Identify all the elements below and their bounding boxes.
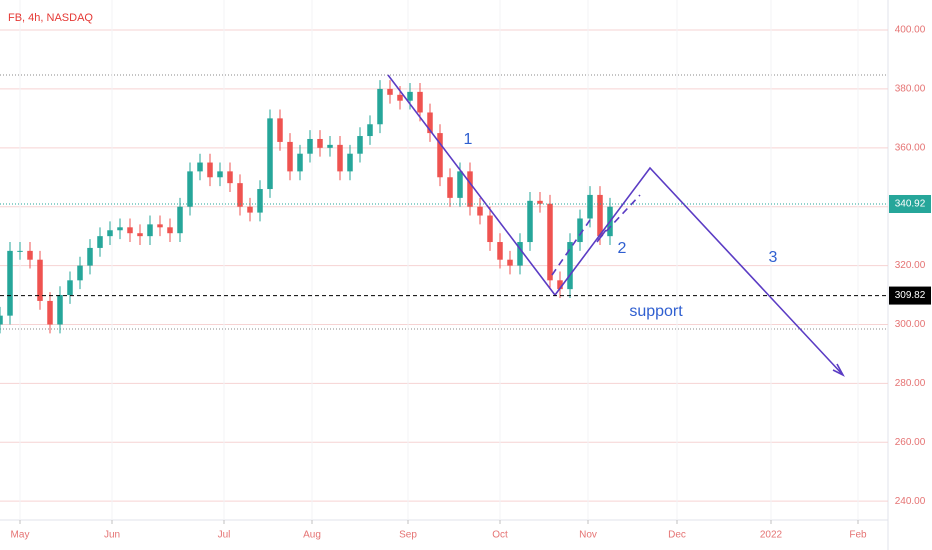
x-tick-label: Feb (849, 530, 867, 541)
candle-body (67, 280, 73, 296)
x-tick-label: May (11, 530, 30, 541)
candle-body (187, 171, 193, 207)
candle-body (257, 189, 263, 213)
y-tick-label: 360.00 (895, 142, 926, 153)
candle-body (317, 138, 323, 148)
price-label: 309.82 (895, 290, 926, 301)
candle-body (507, 259, 513, 266)
candle-body (167, 227, 173, 234)
candle-body (297, 153, 303, 172)
candle-body (97, 236, 103, 248)
candle-body (527, 200, 533, 243)
candle-body (287, 141, 293, 172)
candle-body (77, 265, 83, 281)
candle-body (517, 242, 523, 266)
x-tick-label: Jun (104, 530, 120, 541)
candle-body (367, 124, 373, 137)
x-tick-label: Oct (492, 530, 508, 541)
candle-body (587, 194, 593, 219)
candle-body (217, 171, 223, 178)
y-tick-label: 300.00 (895, 319, 926, 330)
candle-body (157, 224, 163, 228)
y-tick-label: 260.00 (895, 437, 926, 448)
y-tick-label: 320.00 (895, 260, 926, 271)
wave-line (387, 74, 844, 376)
candle-body (47, 300, 53, 325)
candle-body (37, 259, 43, 301)
y-tick-label: 280.00 (895, 378, 926, 389)
candle-body (417, 91, 423, 113)
candle-body (327, 144, 333, 148)
candle-body (497, 242, 503, 260)
x-tick-label: 2022 (760, 530, 783, 541)
chart-title: FB, 4h, NASDAQ (8, 12, 93, 24)
candle-body (57, 295, 63, 325)
candle-body (557, 280, 563, 290)
candle-body (537, 200, 543, 204)
x-tick-label: Dec (668, 530, 686, 541)
wave-label: 2 (618, 240, 627, 257)
candle-body (437, 133, 443, 178)
candle-body (427, 112, 433, 134)
candle-body (237, 183, 243, 207)
candle-body (227, 171, 233, 184)
wave-dash (597, 194, 641, 241)
x-tick-label: Aug (303, 530, 321, 541)
candle-body (407, 91, 413, 101)
support-label: support (629, 303, 683, 320)
price-label-box (889, 286, 931, 305)
candle-body (567, 242, 573, 290)
candle-body (177, 206, 183, 234)
wave-drawing (387, 74, 845, 377)
wave-label: 3 (769, 249, 778, 266)
candle-body (387, 88, 393, 95)
candle-body (477, 206, 483, 216)
candle-body (357, 136, 363, 154)
candle-body (7, 250, 13, 316)
x-tick-label: Jul (218, 530, 231, 541)
wave-tick (596, 229, 607, 243)
candle-body (107, 230, 113, 237)
y-tick-label: 380.00 (895, 84, 926, 95)
candle-body (577, 218, 583, 243)
candle-body (0, 315, 3, 325)
candle-body (397, 94, 403, 101)
candle-body (467, 171, 473, 207)
candle-body (597, 194, 603, 237)
candle-body (137, 233, 143, 237)
candle-body (377, 88, 383, 125)
candle-body (487, 215, 493, 243)
candle-body (87, 247, 93, 266)
candle-body (307, 138, 313, 154)
candle-body (547, 203, 553, 281)
candle-body (447, 177, 453, 198)
x-tick-label: Sep (399, 530, 417, 541)
candle-body (267, 118, 273, 190)
y-tick-label: 400.00 (895, 25, 926, 36)
candle-body (17, 250, 23, 252)
candle-body (147, 224, 153, 237)
candle-body (127, 227, 133, 234)
candle-body (117, 227, 123, 231)
candle-body (247, 206, 253, 213)
wave-label: 1 (464, 131, 473, 148)
candle-body (347, 153, 353, 172)
candle-body (457, 171, 463, 198)
y-tick-label: 240.00 (895, 496, 926, 507)
candle-body (337, 144, 343, 172)
candle-body (27, 250, 33, 260)
grid (0, 0, 888, 520)
price-label: 340.92 (895, 199, 926, 210)
x-tick-label: Nov (579, 530, 597, 541)
arrow-head (832, 363, 845, 377)
price-label-box (889, 194, 931, 213)
candle-body (277, 118, 283, 142)
candle-body (207, 162, 213, 178)
candle-body (197, 162, 203, 172)
